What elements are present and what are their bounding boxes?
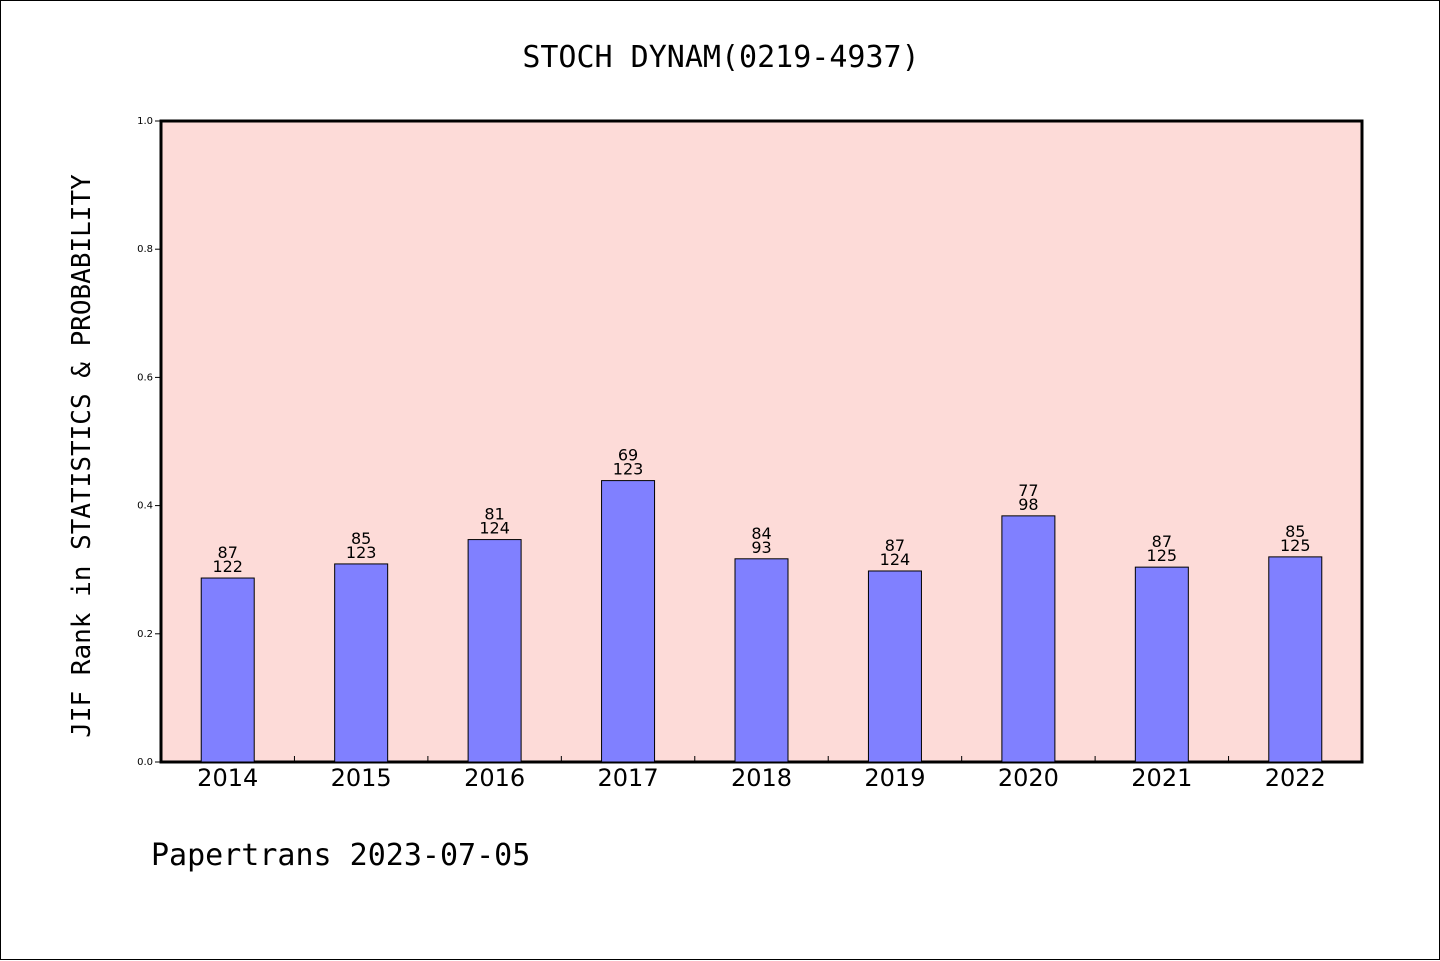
bar-rank-label: 81 (484, 505, 504, 524)
x-tick-label: 2021 (1131, 764, 1192, 792)
bar-total-label: 125 (1147, 546, 1178, 565)
bar-rank-label: 87 (1152, 532, 1172, 551)
bar-rank-label: 85 (351, 529, 371, 548)
x-tick-label: 2016 (464, 764, 525, 792)
bar-rank-label: 84 (751, 524, 771, 543)
bar-total-label: 93 (751, 538, 771, 557)
bar (1001, 515, 1056, 763)
bar-rank-label: 85 (1285, 522, 1305, 541)
bar (334, 563, 389, 763)
x-tick-label: 2019 (864, 764, 925, 792)
bar-total-label: 122 (212, 557, 243, 576)
bar-total-label: 123 (613, 460, 644, 479)
bar (734, 558, 789, 763)
bar (867, 570, 922, 763)
x-tick-label: 2015 (331, 764, 392, 792)
bar-rank-label: 69 (618, 446, 638, 465)
bar-rank-label: 77 (1018, 481, 1038, 500)
x-axis: 2014 2015 2016 2017 2018 2019 2020 2021 2022 (197, 756, 1326, 792)
footer-credit: Papertrans 2023-07-05 (151, 838, 530, 873)
y-tick-label: 0.2 (137, 629, 153, 640)
y-tick-label: 0.4 (137, 501, 153, 512)
bar-total-label: 123 (346, 543, 377, 562)
x-tick-label: 2022 (1265, 764, 1326, 792)
x-tick-label: 2020 (998, 764, 1059, 792)
y-axis: 0.0 0.2 0.4 0.6 0.8 1.0 (137, 116, 161, 768)
y-tick-label: 0.6 (137, 372, 153, 383)
y-axis-label: JIF Rank in STATISTICS & PROBABILITY (67, 174, 97, 738)
bar (200, 577, 255, 763)
bar (601, 480, 656, 763)
x-tick-label: 2014 (197, 764, 258, 792)
y-tick-label: 0.8 (137, 244, 153, 255)
y-tick-label: 0.0 (137, 757, 153, 768)
bar-total-label: 125 (1280, 536, 1311, 555)
x-tick-label: 2018 (731, 764, 792, 792)
bar (1268, 556, 1323, 763)
bar (467, 539, 522, 763)
bar-rank-label: 87 (218, 543, 238, 562)
bar-total-label: 98 (1018, 495, 1038, 514)
bar-total-label: 124 (479, 519, 510, 538)
bar-total-label: 124 (880, 550, 911, 569)
chart-title: STOCH DYNAM(0219-4937) (522, 40, 919, 75)
x-tick-label: 2017 (598, 764, 659, 792)
bar (1134, 566, 1189, 763)
y-tick-label: 1.0 (137, 116, 153, 127)
bar-rank-label: 87 (885, 536, 905, 555)
